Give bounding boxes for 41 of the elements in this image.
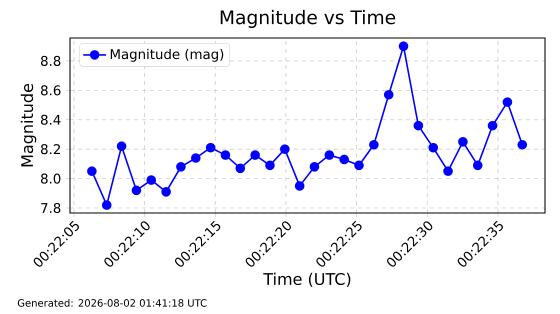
y-tick-label: 8.8 bbox=[40, 56, 60, 66]
point bbox=[488, 120, 498, 130]
point bbox=[458, 137, 468, 147]
legend-label: Magnitude (mag) bbox=[110, 48, 224, 62]
point bbox=[146, 175, 156, 185]
chart-title: Magnitude vs Time bbox=[220, 10, 396, 28]
text: Generated: 2026-08-02 01:41:18 UTC bbox=[18, 299, 207, 307]
point bbox=[280, 144, 290, 154]
point bbox=[206, 142, 216, 153]
point bbox=[161, 187, 171, 197]
point bbox=[472, 160, 483, 170]
point bbox=[517, 140, 528, 150]
point bbox=[384, 90, 394, 100]
point bbox=[428, 142, 438, 153]
point bbox=[265, 160, 275, 170]
point bbox=[102, 200, 112, 210]
point bbox=[354, 160, 364, 170]
y-tick-label: 8.2 bbox=[40, 144, 60, 154]
point bbox=[502, 97, 512, 107]
point bbox=[220, 150, 230, 160]
y-tick-label: 8.4 bbox=[40, 114, 61, 125]
point bbox=[443, 166, 453, 176]
point bbox=[176, 162, 186, 172]
y-tick-label: 8.6 bbox=[40, 85, 60, 96]
point bbox=[132, 186, 142, 196]
point bbox=[369, 140, 379, 150]
y-tick-label: 8.0 bbox=[40, 174, 60, 184]
point bbox=[250, 150, 260, 160]
x-axis-title: Time (UTC) bbox=[263, 272, 350, 287]
point bbox=[310, 162, 320, 172]
y-axis-title: Magnitude bbox=[20, 84, 36, 166]
point bbox=[398, 41, 408, 52]
point bbox=[116, 141, 126, 152]
point bbox=[190, 153, 201, 163]
point bbox=[235, 163, 246, 174]
point bbox=[87, 166, 97, 176]
point bbox=[414, 120, 424, 130]
point bbox=[339, 154, 349, 164]
point bbox=[324, 150, 334, 160]
y-tick-label: 7.8 bbox=[41, 202, 60, 214]
point bbox=[294, 181, 304, 191]
